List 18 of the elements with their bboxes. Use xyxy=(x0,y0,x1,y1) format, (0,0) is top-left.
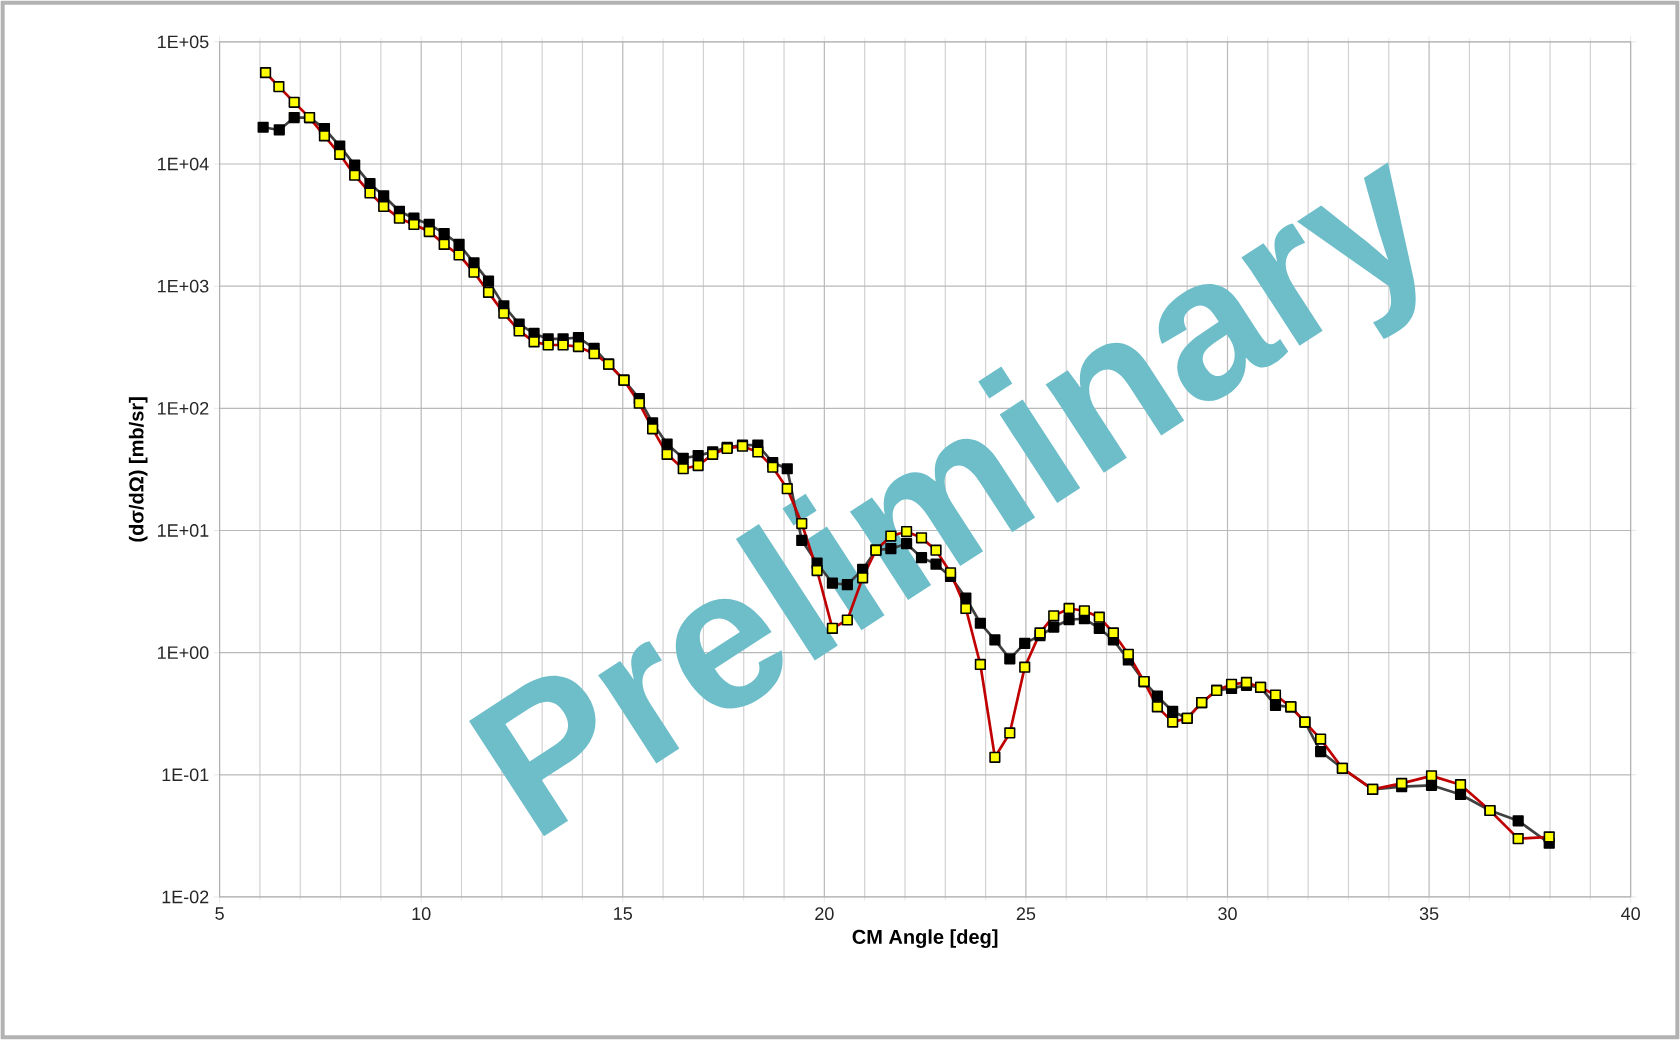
x-axis-title: CM Angle [deg] xyxy=(852,929,998,948)
x-tick-label: 15 xyxy=(614,907,633,920)
y-tick-label: 1E+03 xyxy=(158,279,209,293)
y-tick-label: 1E+05 xyxy=(158,35,209,49)
y-tick-label: 1E+00 xyxy=(158,646,209,659)
x-tick-label: 30 xyxy=(1218,907,1237,921)
y-axis-title: (dσ/dΩ) [mb/sr] xyxy=(128,397,148,542)
y-tick-label: 1E+01 xyxy=(158,524,209,537)
x-tick-label: 25 xyxy=(1016,907,1036,921)
x-tick-label: 40 xyxy=(1621,907,1640,921)
x-tick-label: 10 xyxy=(412,907,431,921)
x-tick-label: 35 xyxy=(1419,907,1439,921)
y-tick-label: 1E+02 xyxy=(158,401,209,415)
x-tick-label: 5 xyxy=(215,907,224,920)
y-tick-label: 1E+04 xyxy=(158,157,209,171)
x-tick-label: 20 xyxy=(815,907,834,921)
y-tick-label: 1E-01 xyxy=(162,768,209,782)
y-tick-label: 1E-02 xyxy=(162,890,209,904)
